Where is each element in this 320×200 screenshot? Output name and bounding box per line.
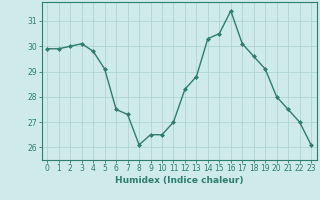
X-axis label: Humidex (Indice chaleur): Humidex (Indice chaleur) (115, 176, 244, 185)
